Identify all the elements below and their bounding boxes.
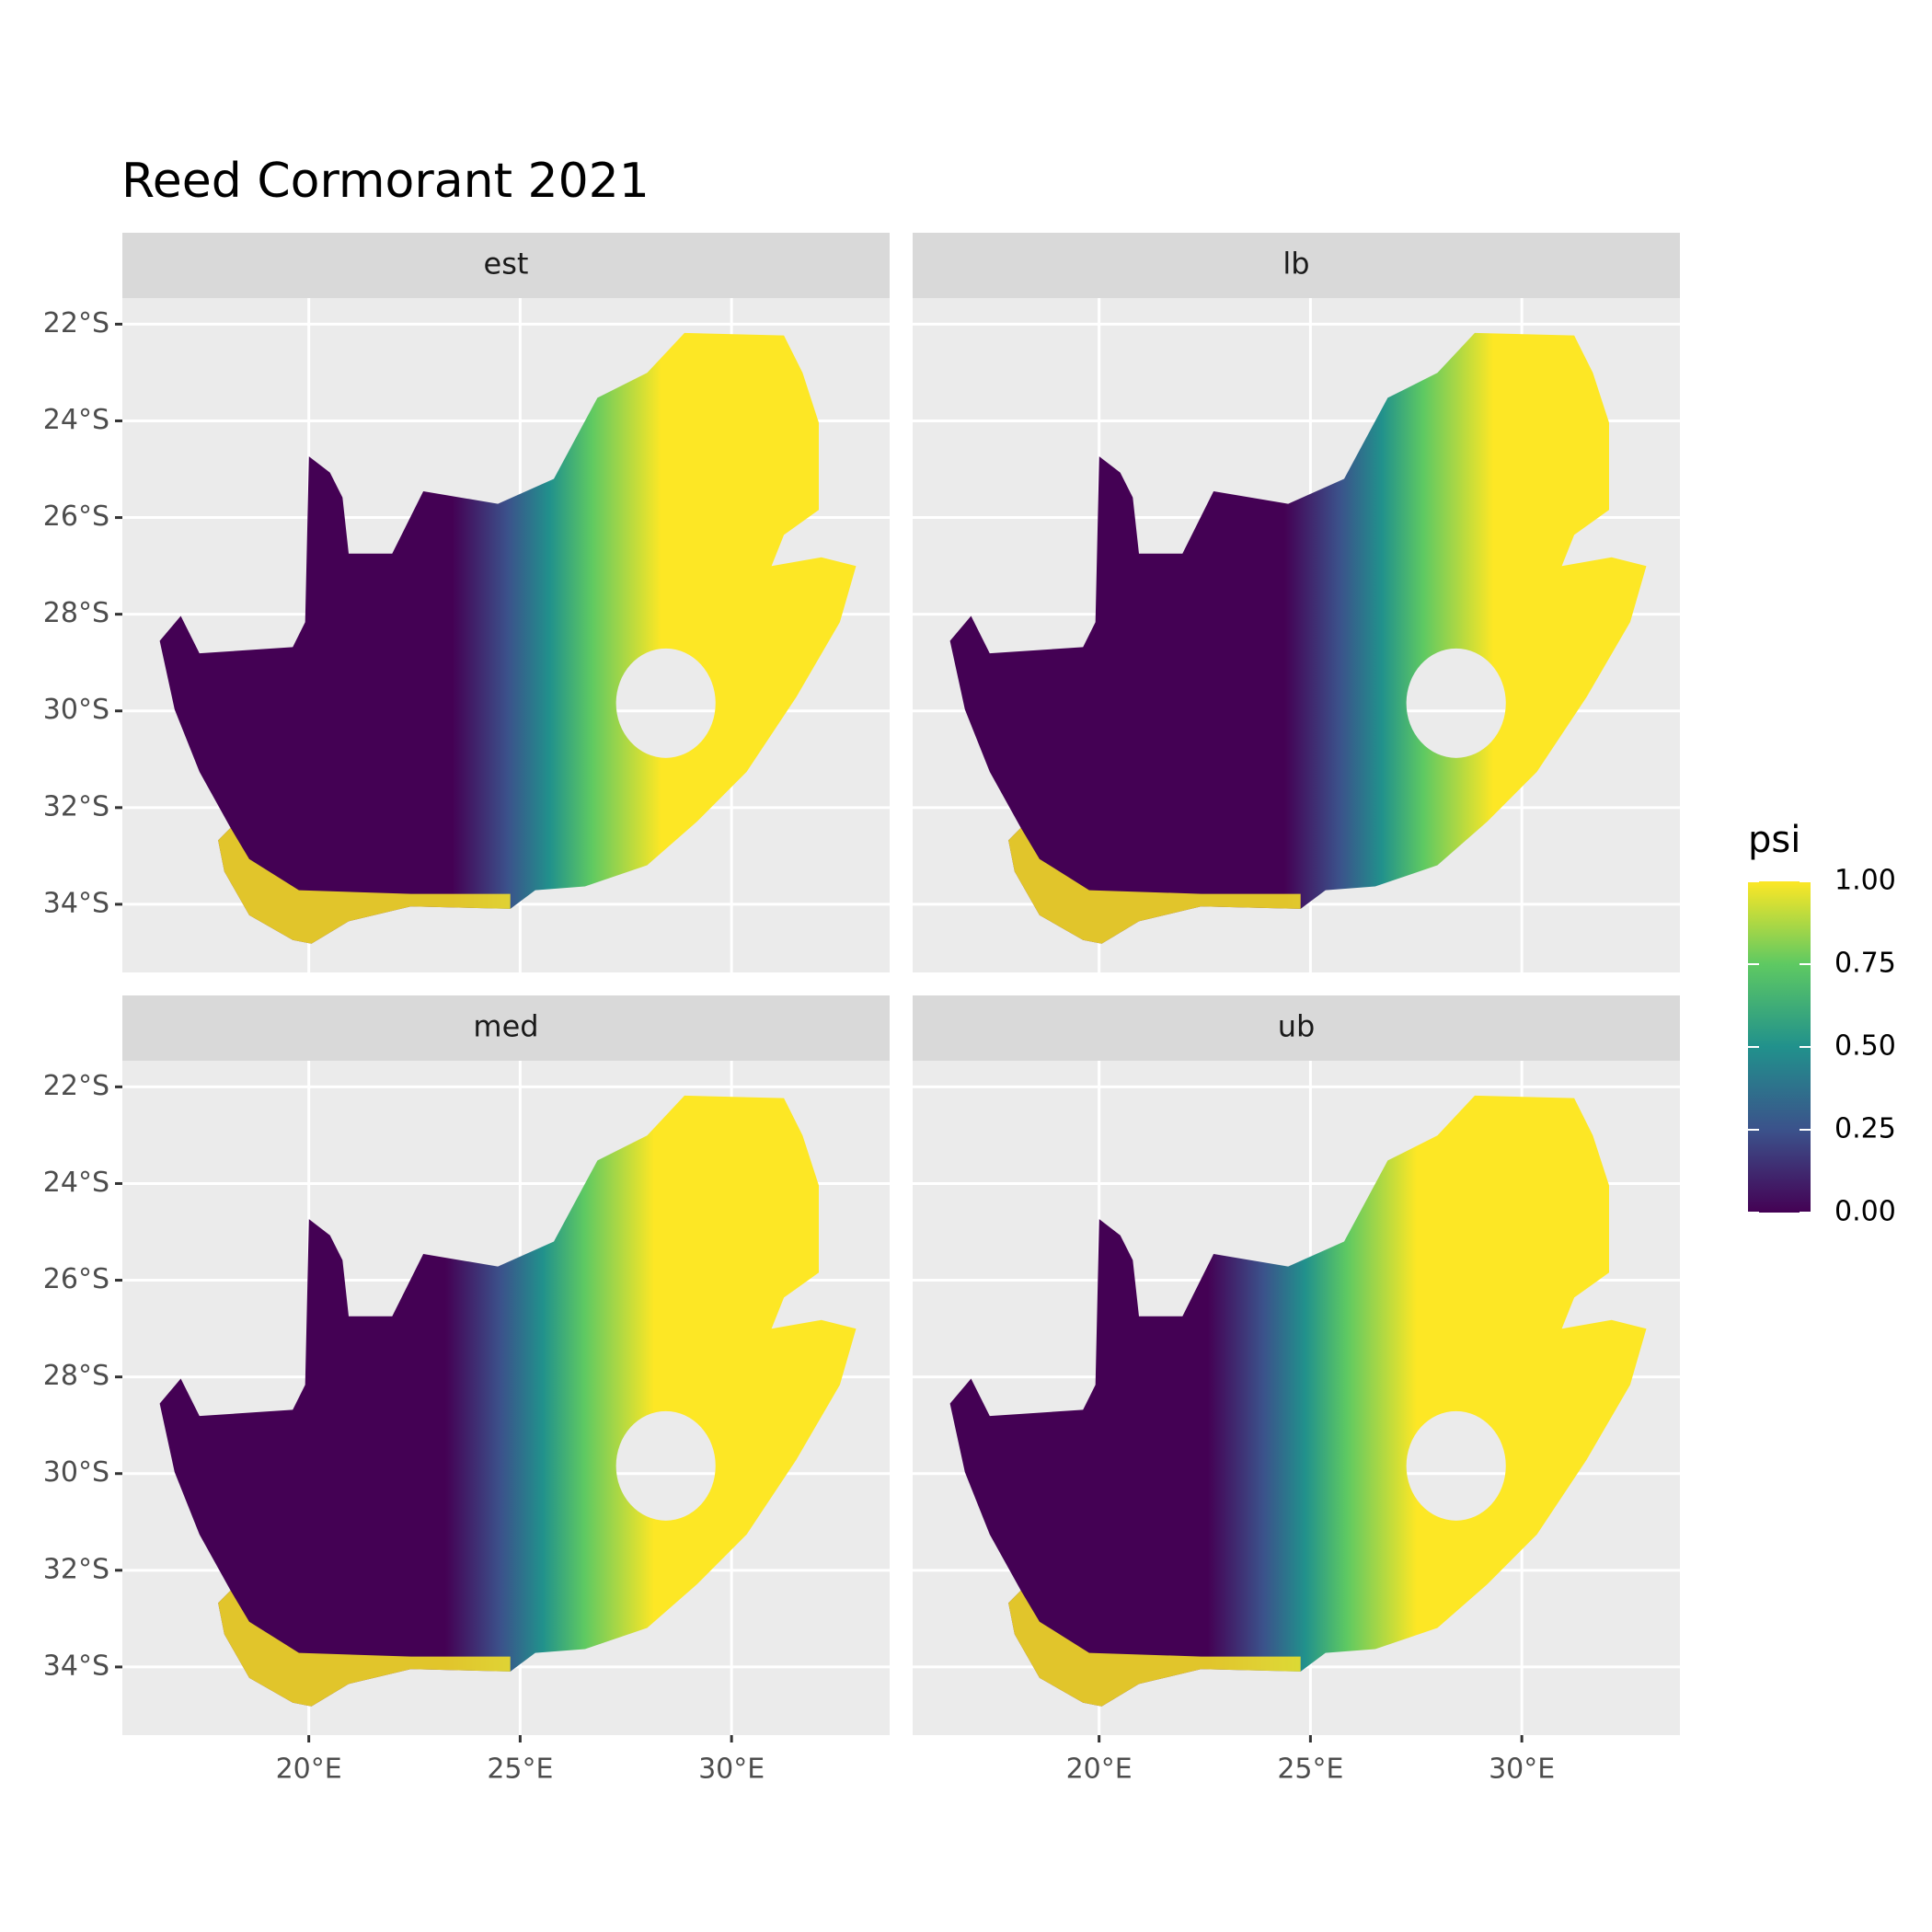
occupancy-map-coast bbox=[218, 1590, 511, 1707]
y-tick-label: 34°S bbox=[43, 1650, 109, 1682]
facet-strip bbox=[122, 233, 890, 298]
x-tick-label: 25°E bbox=[487, 1754, 553, 1786]
legend-tick-label: 0.75 bbox=[1834, 948, 1896, 980]
legend-tick-label: 0.00 bbox=[1834, 1196, 1896, 1228]
occupancy-map-coast bbox=[1008, 1590, 1301, 1707]
x-tick-label: 20°E bbox=[1066, 1754, 1133, 1786]
y-tick-label: 32°S bbox=[43, 1553, 109, 1585]
legend-tick-label: 1.00 bbox=[1834, 865, 1896, 897]
facet-strip bbox=[913, 995, 1680, 1061]
x-tick-label: 30°E bbox=[1489, 1754, 1555, 1786]
y-tick-label: 28°S bbox=[43, 597, 109, 629]
occupancy-map-coast bbox=[218, 827, 511, 944]
chart-title: Reed Cormorant 2021 bbox=[121, 154, 650, 209]
y-tick-label: 22°S bbox=[43, 1070, 109, 1102]
facet-label: med bbox=[473, 1009, 538, 1044]
occupancy-map bbox=[949, 1095, 1647, 1707]
facet-strip bbox=[913, 233, 1680, 298]
y-tick-label: 26°S bbox=[43, 1263, 109, 1295]
x-tick-label: 30°E bbox=[698, 1754, 765, 1786]
legend-tick-label: 0.50 bbox=[1834, 1030, 1896, 1063]
legend-title: psi bbox=[1748, 819, 1800, 861]
y-tick-label: 28°S bbox=[43, 1360, 109, 1392]
occupancy-map bbox=[949, 332, 1647, 944]
facet-label: lb bbox=[1282, 247, 1309, 282]
y-tick-label: 30°S bbox=[43, 1456, 109, 1489]
y-tick-label: 24°S bbox=[43, 1167, 109, 1199]
y-tick-label: 34°S bbox=[43, 887, 109, 919]
y-tick-label: 26°S bbox=[43, 500, 109, 533]
x-tick-label: 20°E bbox=[276, 1754, 342, 1786]
facet-label: est bbox=[484, 247, 529, 282]
occupancy-map bbox=[159, 332, 857, 944]
y-tick-label: 32°S bbox=[43, 790, 109, 822]
occupancy-map-coast bbox=[1008, 827, 1301, 944]
occupancy-map bbox=[159, 1095, 857, 1707]
facet-strip bbox=[122, 995, 890, 1061]
legend-tick-label: 0.25 bbox=[1834, 1113, 1896, 1145]
x-tick-label: 25°E bbox=[1277, 1754, 1343, 1786]
y-tick-label: 22°S bbox=[43, 307, 109, 339]
y-tick-label: 24°S bbox=[43, 404, 109, 436]
facet-label: ub bbox=[1278, 1009, 1316, 1044]
y-tick-label: 30°S bbox=[43, 694, 109, 726]
